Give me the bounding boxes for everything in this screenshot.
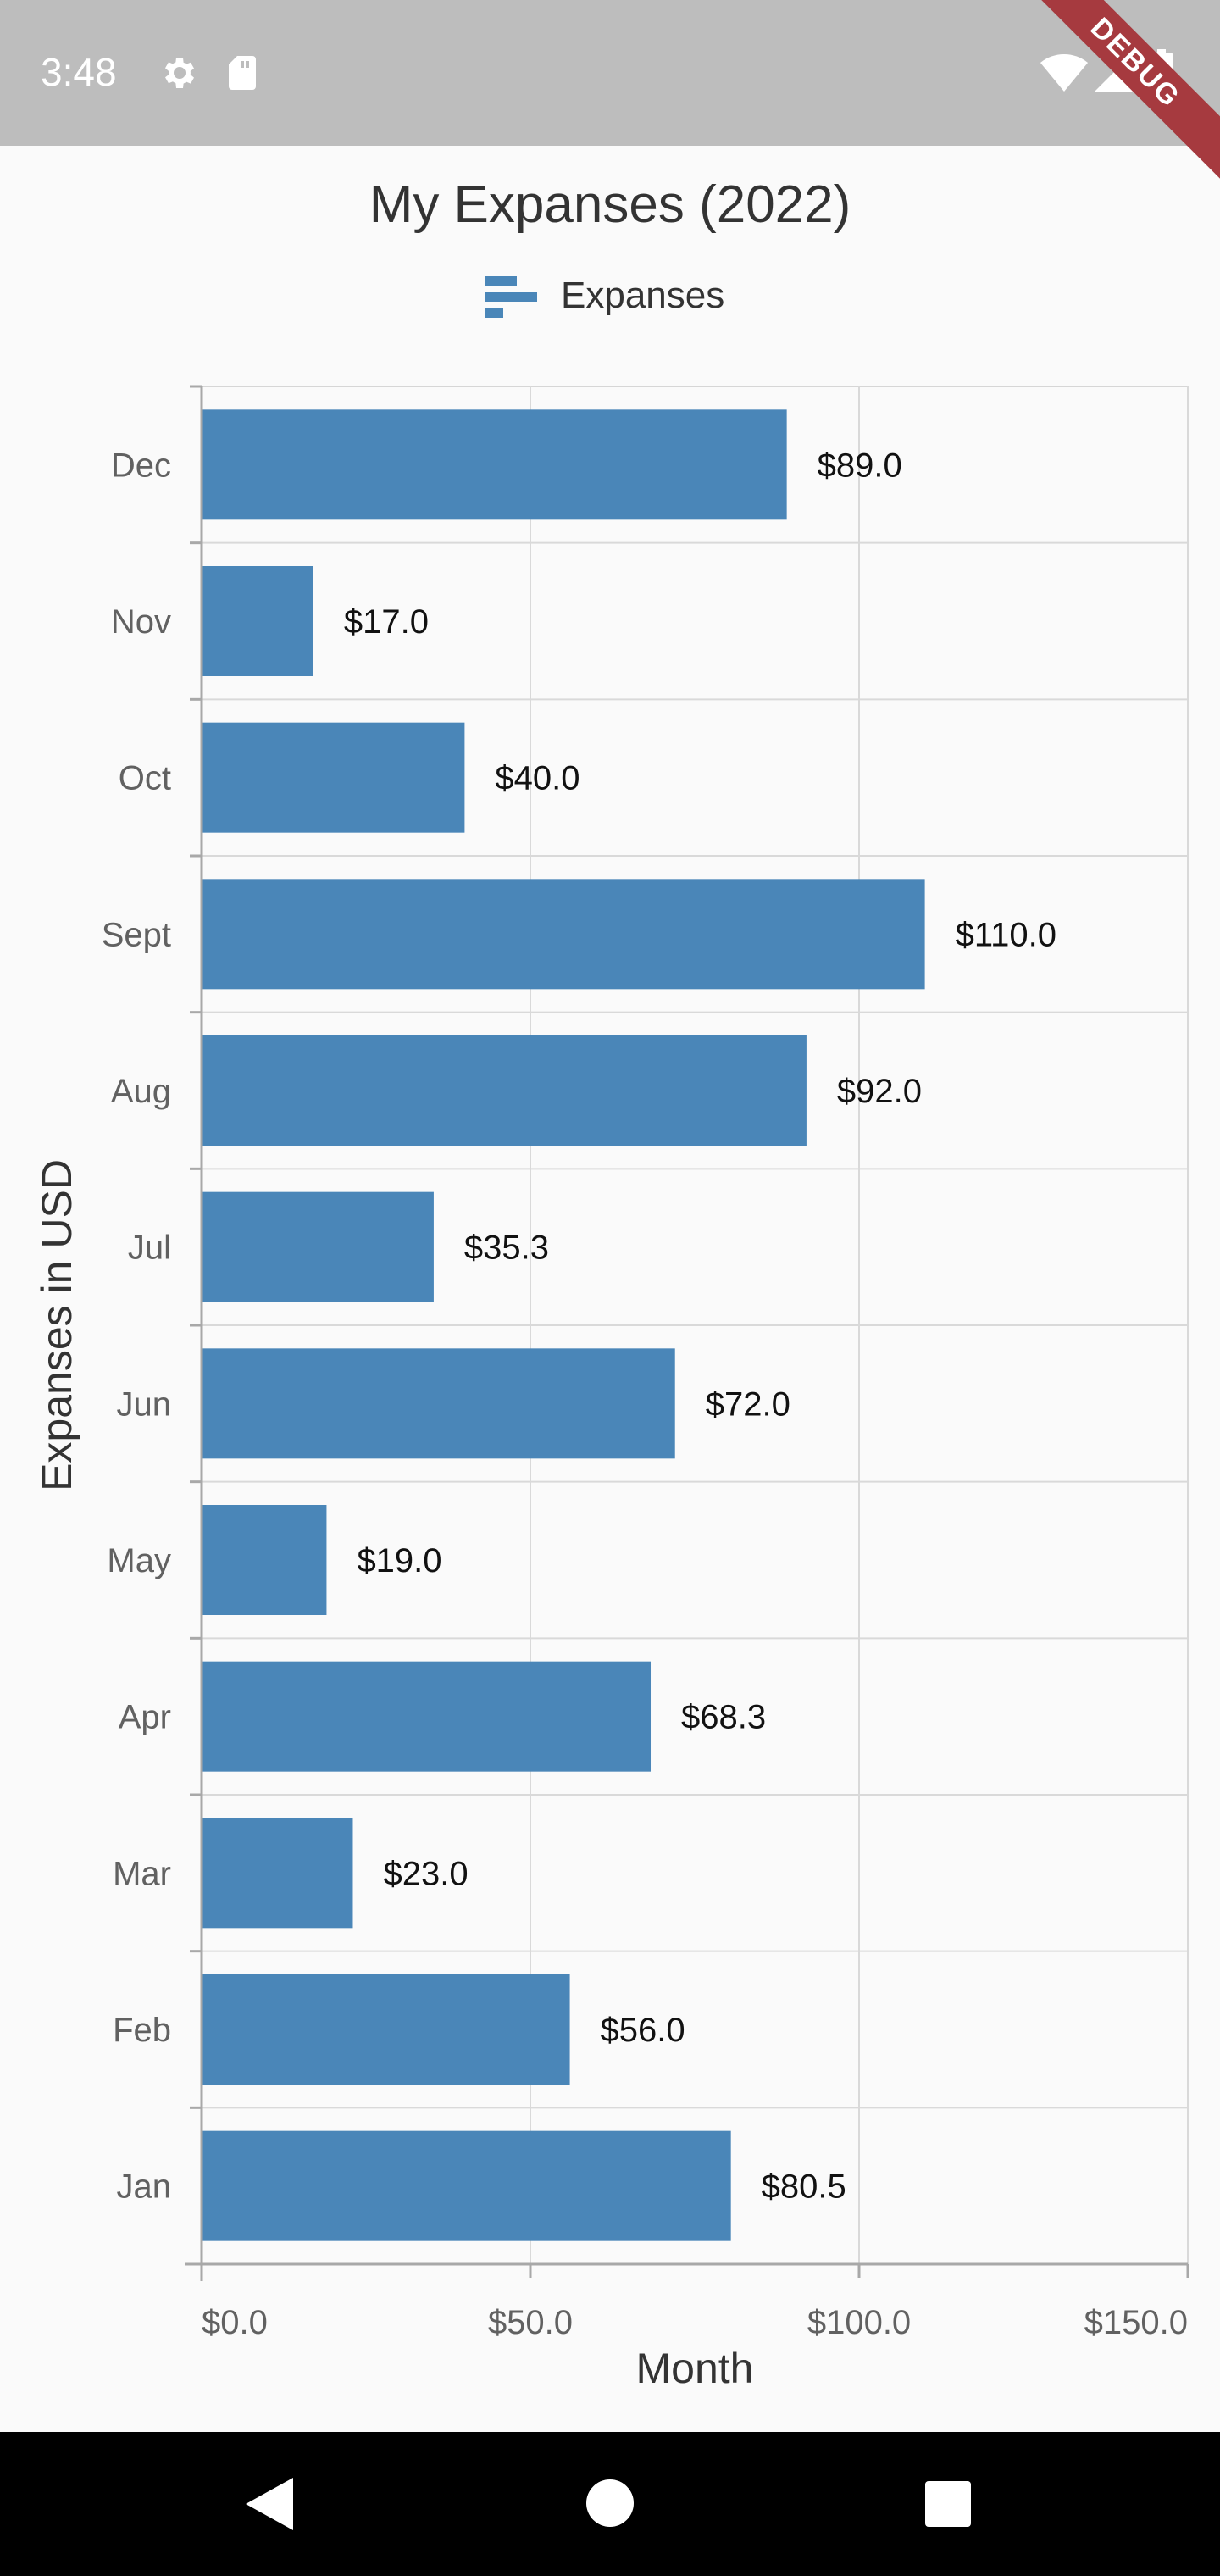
data-label: $40.0 (495, 760, 580, 797)
category-tick-label: Jan (117, 2168, 172, 2206)
data-label: $68.3 (681, 1699, 766, 1736)
bar-oct (202, 722, 465, 833)
value-tick-label: $0.0 (202, 2304, 268, 2341)
bar-jan (202, 2130, 731, 2241)
recents-icon[interactable] (925, 2481, 971, 2527)
home-icon[interactable] (586, 2479, 634, 2527)
legend-label: Expanses (561, 275, 725, 316)
category-tick-label: Aug (111, 1073, 171, 1110)
value-tick-label: $100.0 (807, 2304, 911, 2341)
category-tick-label: Apr (119, 1699, 171, 1736)
bar-jul (202, 1191, 434, 1302)
navigation-bar (0, 2432, 1220, 2576)
bar-chart: $80.5 $56.0 $23.0 $68.3 $19.0 $72.0 $35.3 $92.0… (33, 385, 1190, 2392)
bar-dec (202, 409, 787, 520)
category-tick-label: Oct (119, 760, 171, 797)
bar-may (202, 1505, 327, 1615)
status-time: 3:48 (41, 50, 117, 94)
bar-apr (202, 1661, 652, 1772)
category-tick-label: Dec (111, 447, 171, 484)
bar-aug (202, 1035, 807, 1146)
category-tick-label: May (107, 1542, 171, 1579)
category-tick-label: Sept (102, 916, 171, 953)
data-label: $80.5 (762, 2168, 846, 2206)
data-label: $35.3 (464, 1230, 549, 1267)
data-label: $89.0 (818, 447, 902, 484)
bar-feb (202, 1974, 570, 2085)
bar-mar (202, 1818, 353, 1929)
data-label: $23.0 (383, 1855, 468, 1892)
category-tick-label: Jun (117, 1385, 172, 1423)
category-tick-label: Nov (111, 603, 171, 641)
sd-card-icon (229, 56, 256, 90)
y-axis-title: Expanses in USD (33, 1159, 80, 1491)
horizontal-bar-legend-icon (485, 276, 537, 318)
data-label: $19.0 (357, 1542, 441, 1579)
bar-jun (202, 1348, 675, 1459)
x-axis-title: Month (636, 2345, 754, 2392)
gear-icon (165, 58, 194, 88)
data-label: $110.0 (956, 916, 1056, 953)
data-label: $92.0 (837, 1073, 922, 1110)
back-icon[interactable] (246, 2478, 293, 2530)
chart-title: My Expanses (2022) (369, 175, 851, 234)
category-tick-label: Jul (128, 1230, 171, 1267)
data-label: $56.0 (601, 2012, 685, 2049)
category-tick-label: Mar (113, 1855, 171, 1892)
bar-nov (202, 566, 313, 676)
value-tick-label: $150.0 (1084, 2304, 1188, 2341)
data-label: $72.0 (706, 1385, 790, 1423)
category-tick-label: Feb (113, 2012, 171, 2049)
data-label: $17.0 (344, 603, 429, 641)
value-tick-label: $50.0 (488, 2304, 573, 2341)
bar-sept (202, 879, 925, 990)
